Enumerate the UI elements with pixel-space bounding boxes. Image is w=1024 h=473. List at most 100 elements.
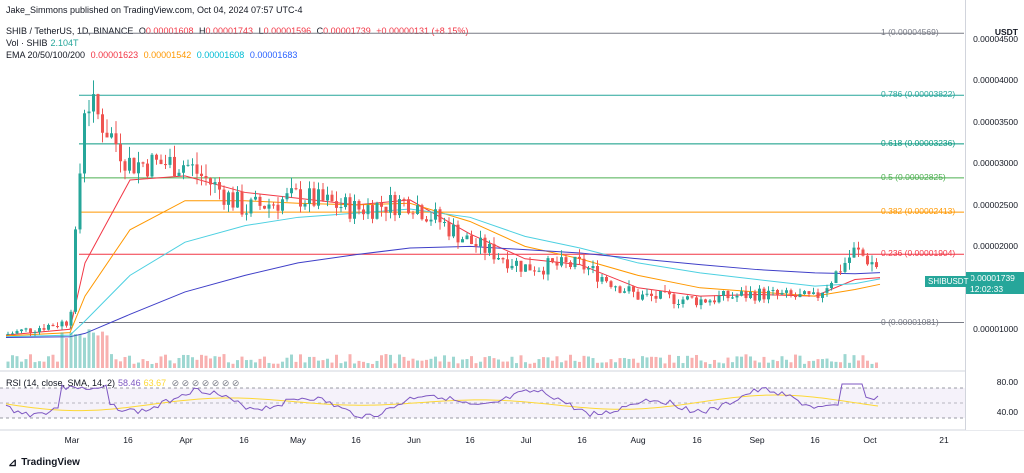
candle-body [587, 268, 590, 270]
candle-body [461, 239, 464, 243]
volume-bar [330, 362, 334, 368]
candle-body [411, 213, 415, 215]
candle-body [389, 195, 392, 213]
candle-body [60, 321, 64, 327]
price-axis[interactable]: USDT [965, 0, 1024, 430]
candle-body [218, 182, 221, 190]
volume-bar [812, 360, 815, 368]
tradingview-logo: ⊿ TradingView [8, 457, 80, 469]
time-tick: 16 [577, 435, 587, 445]
candle-body [254, 196, 257, 200]
volume-bar [677, 355, 680, 368]
rsi-sma-line [5, 394, 879, 412]
volume-bar [524, 362, 527, 368]
volume-bar [402, 356, 406, 368]
candle-body [69, 311, 73, 326]
candle-body [380, 202, 383, 207]
volume-bar [60, 332, 64, 368]
volume-bar [65, 338, 68, 368]
candle-body [789, 290, 793, 295]
volume-bar [182, 354, 185, 368]
volume-bar [339, 363, 343, 368]
candle-body [155, 154, 158, 160]
volume-bar [335, 354, 338, 368]
volume-bar [465, 359, 469, 368]
rsi-legend: RSI (14, close, SMA, 14, 2) 58.46 63.67 ⊘ … [6, 378, 240, 388]
candle-body [128, 157, 131, 171]
volume-bar [762, 356, 766, 368]
volume-bar [740, 356, 743, 368]
fib-label: 0.236 (0.00001904) [881, 248, 956, 259]
volume-bar [443, 355, 446, 368]
candle-body [213, 182, 217, 185]
volume-bar [875, 362, 878, 368]
volume-bar [578, 361, 581, 368]
candle-body [641, 294, 644, 300]
volume-bar [807, 361, 811, 368]
volume-bar [722, 363, 725, 368]
volume-bar [695, 354, 698, 368]
candle-body [488, 243, 491, 253]
volume-bar [155, 362, 158, 368]
time-tick: Jul [520, 435, 532, 445]
volume-bar [33, 362, 37, 368]
volume-bar [744, 354, 748, 368]
candle-body [506, 259, 509, 269]
candle-body [65, 321, 68, 326]
volume-bar [186, 355, 190, 368]
publisher-line: Jake_Simmons published on TradingView.co… [6, 5, 303, 15]
candle-body [51, 324, 55, 327]
volume-bar [438, 361, 442, 368]
candle-body [776, 289, 779, 295]
candle-body [74, 229, 77, 312]
time-tick: 16 [465, 435, 475, 445]
volume-bar [641, 356, 644, 368]
volume-bar [159, 356, 163, 368]
price-tick: 0.00003500 [973, 116, 1018, 127]
volume-bar [866, 360, 869, 368]
volume-bar [411, 358, 415, 368]
candle-body [20, 329, 23, 332]
candle-body [56, 326, 59, 328]
time-tick: Jun [407, 435, 421, 445]
candle-body [182, 165, 185, 173]
candle-body [861, 249, 865, 256]
candle-body [686, 296, 689, 300]
candle-body [537, 270, 541, 272]
volume-bar [506, 361, 509, 368]
volume-bar [600, 362, 604, 368]
volume-bar [645, 357, 649, 368]
volume-bar [605, 362, 608, 368]
candle-body [713, 300, 716, 303]
volume-bar [623, 357, 626, 368]
volume-bar [389, 354, 392, 368]
volume-bar [704, 362, 707, 368]
volume-bar [537, 359, 541, 368]
candle-body [470, 235, 473, 245]
volume-bar [258, 358, 262, 368]
candle-body [659, 291, 662, 299]
volume-bar [686, 355, 689, 368]
candle-body [38, 328, 41, 333]
volume-bar [245, 360, 248, 368]
volume-bar [569, 354, 572, 368]
candle-body [708, 300, 712, 303]
ema-line-50 [5, 200, 881, 337]
volume-bar [87, 329, 91, 368]
candle-body [812, 292, 815, 295]
volume-bar [146, 361, 149, 368]
volume-bar [20, 361, 23, 368]
candle-body [528, 264, 532, 271]
candle-body [591, 265, 595, 269]
volume-bar [285, 357, 289, 368]
volume-bar [263, 356, 266, 368]
volume-bar [326, 358, 329, 368]
candle-body [758, 288, 761, 301]
candle-body [551, 258, 554, 263]
volume-bar [789, 362, 793, 368]
candle-body [96, 94, 100, 115]
candle-body [870, 262, 874, 265]
candle-body [362, 209, 365, 215]
volume-bar [141, 359, 145, 368]
